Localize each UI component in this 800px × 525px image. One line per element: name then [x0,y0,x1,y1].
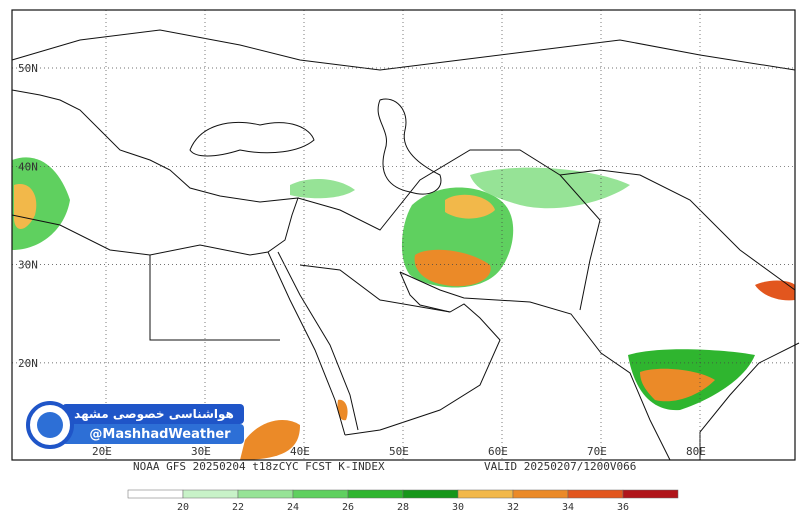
lat-label: 30N [18,259,38,272]
field-area [755,280,795,301]
field-area [445,194,495,219]
legend-label: 20 [177,502,189,513]
field-area [337,399,348,421]
legend-swatch [457,489,514,499]
legend-swatch [512,489,569,499]
field-area [240,420,300,460]
lon-label: 20E [92,445,112,458]
watermark: هواشناسی خصوصی مشهد @MashhadWeather [26,401,244,449]
lon-label: 60E [488,445,508,458]
coastline [377,98,442,195]
legend-swatch [237,489,294,499]
legend-label: 22 [232,502,244,513]
lon-label: 80E [686,445,706,458]
field-area [14,184,37,230]
lat-label: 40N [18,160,38,173]
lat-label: 50N [18,62,38,75]
lon-label: 50E [389,445,409,458]
watermark-handle-box [62,424,244,444]
field-area [290,178,355,199]
legend-label: 32 [507,502,519,513]
coastline [699,342,800,460]
coastlines [11,29,800,461]
legend-swatch [292,489,349,499]
legend-swatch [622,489,679,499]
field-area [640,368,715,402]
footer-run: NOAA GFS 20250204 t18zCYC FCST K-INDEX [133,460,385,473]
legend-label: 24 [287,502,299,513]
watermark-title: هواشناسی خصوصی مشهد [74,407,234,422]
map-frame [11,9,796,461]
watermark-handle: @MashhadWeather [89,427,231,442]
color-legend: 20 22 24 26 28 30 32 34 36 [127,489,679,513]
coastline [11,89,299,256]
coastline [399,271,671,461]
lon-label: 30E [191,445,211,458]
field-area [470,167,630,209]
k-index-field [12,157,795,460]
border [149,174,601,341]
watermark-logo-inner [37,412,63,438]
coastline [189,122,315,157]
footer-valid: VALID 20250207/1200V066 [484,460,636,473]
legend-label: 26 [342,502,354,513]
legend-swatch [347,489,404,499]
field-area [12,157,70,250]
coastline [344,271,501,436]
graticule: 50N 40N 30N 20N 20E 30E 40E 50E 60E 70E 80E [12,10,795,460]
lat-label: 20N [18,357,38,370]
legend-swatch [402,489,459,499]
legend-label: 30 [452,502,464,513]
border [297,149,796,291]
legend-swatch [182,489,239,499]
legend-label: 28 [397,502,409,513]
coastline [277,251,359,431]
legend-swatch [127,489,184,499]
coastline [267,251,346,436]
lon-label: 40E [290,445,310,458]
field-area [414,249,491,287]
legend-swatch [567,489,624,499]
legend-label: 34 [562,502,574,513]
legend-label: 36 [617,502,629,513]
lon-label: 70E [587,445,607,458]
border [11,29,796,71]
watermark-title-box [62,404,244,424]
